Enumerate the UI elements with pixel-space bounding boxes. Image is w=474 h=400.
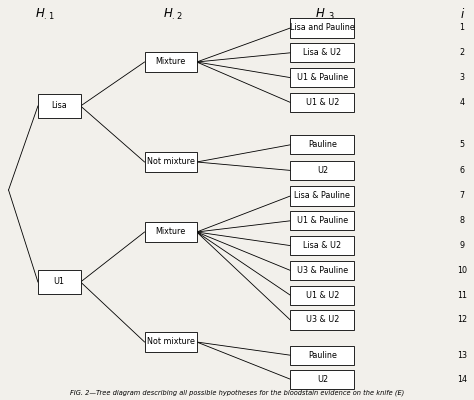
FancyBboxPatch shape <box>145 332 197 352</box>
Text: 14: 14 <box>457 375 467 384</box>
Text: Mixture: Mixture <box>155 58 186 66</box>
FancyBboxPatch shape <box>290 43 354 62</box>
FancyBboxPatch shape <box>38 94 81 118</box>
FancyBboxPatch shape <box>290 310 354 330</box>
FancyBboxPatch shape <box>290 18 354 38</box>
Text: $H_{.1}$: $H_{.1}$ <box>35 6 55 22</box>
FancyBboxPatch shape <box>145 52 197 72</box>
Text: 13: 13 <box>457 351 467 360</box>
Text: Lisa and Pauline: Lisa and Pauline <box>290 24 355 32</box>
FancyBboxPatch shape <box>290 93 354 112</box>
Text: Lisa & U2: Lisa & U2 <box>303 241 341 250</box>
Text: FIG. 2—Tree diagram describing all possible hypotheses for the bloodstain eviden: FIG. 2—Tree diagram describing all possi… <box>70 389 404 396</box>
Text: 5: 5 <box>460 140 465 149</box>
Text: 2: 2 <box>460 48 465 57</box>
Text: U1: U1 <box>54 278 65 286</box>
Text: U1 & U2: U1 & U2 <box>306 291 339 300</box>
Text: 1: 1 <box>460 24 465 32</box>
Text: Pauline: Pauline <box>308 351 337 360</box>
FancyBboxPatch shape <box>290 211 354 230</box>
Text: $H_{.3}$: $H_{.3}$ <box>315 6 335 22</box>
FancyBboxPatch shape <box>290 370 354 389</box>
FancyBboxPatch shape <box>145 152 197 172</box>
FancyBboxPatch shape <box>290 161 354 180</box>
Text: Mixture: Mixture <box>155 228 186 236</box>
FancyBboxPatch shape <box>290 236 354 255</box>
Text: 3: 3 <box>460 73 465 82</box>
Text: 7: 7 <box>460 192 465 200</box>
Text: 4: 4 <box>460 98 465 107</box>
Text: 6: 6 <box>460 166 465 175</box>
Text: U3 & Pauline: U3 & Pauline <box>297 266 348 275</box>
FancyBboxPatch shape <box>290 286 354 305</box>
FancyBboxPatch shape <box>290 346 354 365</box>
Text: $i$: $i$ <box>460 7 465 21</box>
FancyBboxPatch shape <box>290 135 354 154</box>
Text: U1 & U2: U1 & U2 <box>306 98 339 107</box>
Text: U2: U2 <box>317 375 328 384</box>
Text: U1 & Pauline: U1 & Pauline <box>297 216 348 225</box>
FancyBboxPatch shape <box>290 261 354 280</box>
Text: 10: 10 <box>457 266 467 275</box>
Text: U2: U2 <box>317 166 328 175</box>
Text: Pauline: Pauline <box>308 140 337 149</box>
Text: Not mixture: Not mixture <box>146 158 195 166</box>
Text: Not mixture: Not mixture <box>146 338 195 346</box>
Text: Lisa: Lisa <box>51 102 67 110</box>
FancyBboxPatch shape <box>38 270 81 294</box>
Text: 8: 8 <box>460 216 465 225</box>
Text: 12: 12 <box>457 316 467 324</box>
Text: U3 & U2: U3 & U2 <box>306 316 339 324</box>
Text: Lisa & U2: Lisa & U2 <box>303 48 341 57</box>
FancyBboxPatch shape <box>145 222 197 242</box>
Text: U1 & Pauline: U1 & Pauline <box>297 73 348 82</box>
Text: Lisa & Pauline: Lisa & Pauline <box>294 192 350 200</box>
Text: 9: 9 <box>460 241 465 250</box>
Text: 11: 11 <box>457 291 467 300</box>
FancyBboxPatch shape <box>290 68 354 87</box>
FancyBboxPatch shape <box>290 186 354 206</box>
Text: $H_{.2}$: $H_{.2}$ <box>163 6 183 22</box>
